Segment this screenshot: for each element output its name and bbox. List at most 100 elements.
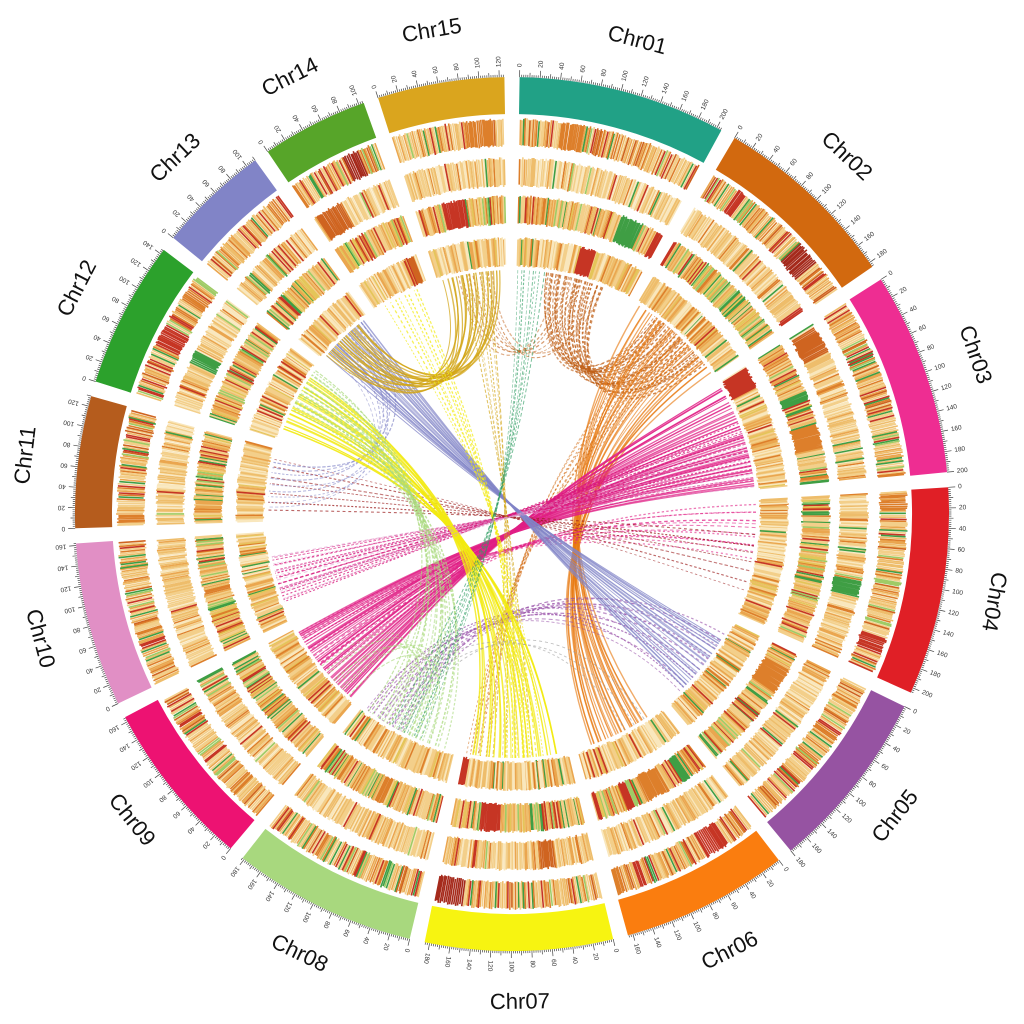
tick-label-Chr03-180: 180	[954, 445, 966, 454]
tick-label-Chr01-100: 100	[621, 70, 631, 83]
tick-label-Chr03-20: 20	[898, 286, 908, 296]
link-curve	[283, 441, 746, 600]
chromosome-arc-Chr08	[242, 828, 419, 939]
ticks-Chr04	[911, 486, 957, 694]
track-stripes	[235, 238, 789, 790]
link-curve	[461, 274, 566, 353]
link-curve	[576, 281, 692, 387]
link-curve	[271, 486, 755, 558]
tick-label-Chr04-160: 160	[936, 649, 949, 659]
link-curve	[472, 273, 578, 352]
track-stripes	[117, 119, 907, 909]
link-curve	[481, 271, 591, 355]
track-stripes	[193, 196, 831, 833]
chromosome-label-Chr02: Chr02	[817, 126, 878, 185]
links-Chr08-Chr09	[321, 632, 440, 744]
link-curve	[572, 327, 671, 731]
link-curve	[268, 492, 753, 554]
track-stripes	[193, 195, 831, 832]
links-Chr10-Chr03	[271, 441, 755, 600]
tick-label-Chr08-180: 180	[228, 865, 240, 878]
chromosome-ring	[74, 77, 950, 952]
link-curve	[390, 272, 546, 727]
link-curve	[559, 275, 673, 378]
chromosome-label-Chr07: Chr07	[490, 988, 550, 1014]
link-curve	[304, 535, 755, 643]
tick-label-Chr12-80: 80	[111, 294, 121, 304]
ticks-Chr01	[519, 70, 722, 131]
tick-label-Chr03-160: 160	[950, 424, 962, 433]
tick-label-Chr11-100: 100	[62, 418, 74, 427]
link-curve	[275, 460, 751, 574]
link-curve	[321, 632, 409, 721]
heatmap-track-4	[235, 237, 789, 791]
chromosome-arc-Chr01	[519, 77, 722, 163]
link-curve	[284, 422, 739, 603]
link-curve	[307, 378, 484, 756]
link-curve	[402, 639, 645, 733]
tick-label-Chr09-40: 40	[185, 825, 195, 835]
tick-label-Chr06-120: 120	[672, 929, 683, 942]
tick-label-Chr03-120: 120	[940, 382, 953, 392]
link-curve	[280, 445, 747, 592]
tick-label-Chr10-140: 140	[57, 564, 69, 572]
link-curve	[397, 271, 540, 730]
tick-label-Chr15-40: 40	[411, 69, 419, 78]
tick-label-Chr11-40: 40	[58, 482, 66, 489]
links-Chr04-Chr09	[298, 503, 757, 675]
link-curve	[571, 354, 698, 740]
tick-label-Chr06-140: 140	[652, 936, 662, 949]
tick-label-Chr06-60: 60	[729, 901, 739, 911]
tick-label-Chr15-60: 60	[432, 65, 440, 74]
tick-label-Chr05-180: 180	[794, 856, 807, 869]
link-curve	[485, 271, 508, 758]
chromosome-arc-Chr12	[95, 249, 194, 393]
tick-label-Chr03-0: 0	[887, 269, 894, 277]
tick-label-Chr07-80: 80	[529, 960, 536, 968]
link-curve	[298, 541, 753, 634]
link-curve	[461, 275, 533, 758]
link-curve	[544, 272, 658, 368]
links-Chr08-Chr12	[291, 369, 459, 749]
link-curve	[295, 399, 451, 744]
link-curve	[320, 511, 757, 666]
tick-label-Chr11-60: 60	[60, 461, 68, 469]
link-curve	[416, 289, 509, 758]
tick-label-Chr07-40: 40	[571, 956, 579, 965]
link-curve	[564, 277, 680, 385]
link-curve	[292, 405, 457, 747]
link-curve	[298, 484, 755, 634]
track-stripes	[196, 196, 831, 832]
link-curve	[268, 501, 754, 547]
tick-label-Chr14-100: 100	[348, 84, 358, 97]
chromosome-label-Chr08: Chr08	[267, 928, 332, 977]
link-curve	[302, 536, 754, 640]
tick-label-Chr06-80: 80	[710, 911, 720, 921]
chromosome-arc-Chr10	[76, 541, 152, 704]
tick-label-Chr15-120: 120	[495, 56, 502, 67]
track-stripes	[407, 256, 424, 285]
link-curve	[378, 641, 626, 731]
track-stripes	[239, 238, 786, 790]
ticks-Chr09	[121, 717, 231, 855]
tick-label-Chr13-60: 60	[201, 178, 211, 188]
link-curve	[578, 282, 697, 393]
tick-label-Chr05-0: 0	[912, 708, 919, 716]
tick-label-Chr02-120: 120	[836, 198, 849, 211]
chromosome-arc-Chr02	[715, 137, 873, 288]
link-curve	[487, 271, 598, 359]
tick-label-Chr08-100: 100	[300, 911, 311, 924]
track-stripes	[118, 119, 907, 908]
tick-label-Chr04-60: 60	[957, 546, 965, 554]
tick-label-Chr01-200: 200	[719, 108, 730, 121]
track-stripes	[342, 150, 817, 907]
chromosome-arc-Chr03	[849, 279, 947, 476]
tick-label-Chr02-80: 80	[805, 171, 815, 181]
ticks-Chr02	[734, 131, 876, 267]
link-curve	[273, 468, 752, 567]
tick-label-Chr01-180: 180	[700, 98, 711, 111]
chromosome-arc-Chr14	[267, 102, 377, 183]
link-curve	[271, 329, 389, 476]
link-curve	[303, 385, 437, 731]
